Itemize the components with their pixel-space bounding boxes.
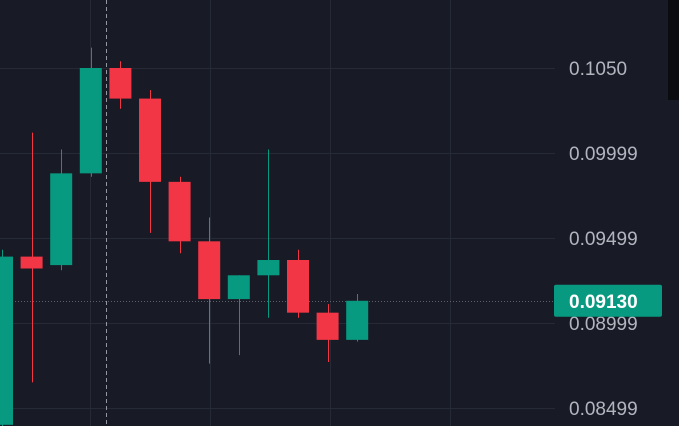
candle-body <box>168 181 191 242</box>
candle-body <box>346 300 369 340</box>
candle-body <box>79 68 102 174</box>
price-axis-tick-label: 0.09499 <box>569 229 638 250</box>
candle-body <box>0 256 13 425</box>
price-axis-tick-label: 0.08999 <box>569 314 638 335</box>
current-price-tag-label: 0.09130 <box>569 292 638 313</box>
candle-body <box>20 256 43 269</box>
price-axis[interactable]: 0.1050 0.09999 0.09499 0.08999 0.08499 <box>569 59 638 420</box>
candle-up[interactable] <box>0 249 13 426</box>
candle-body <box>139 98 161 182</box>
candle-up[interactable] <box>79 47 102 177</box>
current-price-tag-background <box>554 284 662 317</box>
current-price-tag: 0.09130 <box>554 284 662 317</box>
candle-body <box>198 241 221 300</box>
candle-down[interactable] <box>139 90 161 233</box>
candle-body <box>316 312 339 340</box>
price-scale-scrollbar[interactable] <box>668 0 679 100</box>
candle-body <box>287 260 309 313</box>
candle-down[interactable] <box>20 132 43 383</box>
candle-down[interactable] <box>316 304 339 362</box>
price-axis-tick-label: 0.08499 <box>569 399 638 420</box>
candle-body <box>227 275 250 300</box>
candle-down[interactable] <box>198 217 221 364</box>
candle-up[interactable] <box>257 149 280 318</box>
candle-body <box>109 68 132 99</box>
candle-down[interactable] <box>287 249 309 318</box>
candles[interactable] <box>0 47 369 426</box>
candle-body <box>257 260 280 276</box>
candle-up[interactable] <box>50 149 73 271</box>
price-axis-tick-label: 0.09999 <box>569 144 638 165</box>
candle-up[interactable] <box>346 293 369 342</box>
candle-down[interactable] <box>168 176 191 254</box>
candle-down[interactable] <box>109 61 132 109</box>
price-axis-tick-label: 0.1050 <box>569 59 627 80</box>
candle-up[interactable] <box>227 275 250 356</box>
candle-body <box>50 173 73 266</box>
